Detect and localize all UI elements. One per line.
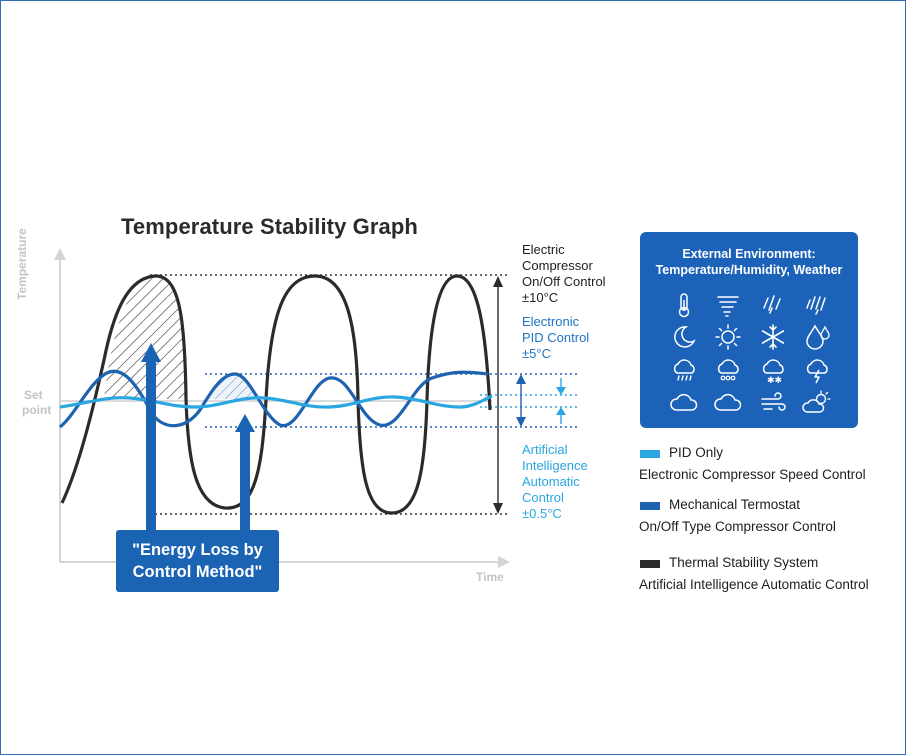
x-axis-title: Time <box>476 570 504 584</box>
curve-ai-control <box>59 394 493 409</box>
humidity-drop-icon <box>806 324 830 350</box>
y-axis-title: Temperature <box>15 228 29 300</box>
legend-name-mechanical: Mechanical Termostat <box>669 497 801 512</box>
set-point-label-line2: point <box>22 403 52 417</box>
energy-loss-arrows <box>141 343 255 532</box>
axes <box>54 248 510 568</box>
ai-control-annotation: Artificial Intelligence Automatic Contro… <box>522 442 588 521</box>
range-arrows <box>493 276 566 514</box>
legend-desc-pid: Electronic Compressor Speed Control <box>639 467 866 482</box>
reference-lines <box>150 274 580 515</box>
thermometer-icon <box>678 293 690 318</box>
cloudy-icon <box>714 393 742 411</box>
svg-text:✱✱: ✱✱ <box>767 376 782 386</box>
curve-on-off-control <box>60 274 492 515</box>
electric-control-annotation: Electric Compressor On/Off Control ±10°C <box>522 242 606 305</box>
rain-streaks-icon <box>763 295 781 314</box>
set-point-label-line1: Set <box>24 388 43 402</box>
snowflake-icon <box>761 324 785 350</box>
legend-desc-mechanical: On/Off Type Compressor Control <box>639 519 836 534</box>
rain-cloud-icon <box>673 359 695 381</box>
cloud-icon <box>670 393 698 411</box>
wind-icon <box>761 392 786 411</box>
thunder-cloud-icon <box>806 359 828 384</box>
legend-swatch-thermal <box>640 560 660 568</box>
energy-loss-area-large <box>104 275 186 399</box>
energy-loss-callout: "Energy Loss by Control Method" <box>116 530 279 592</box>
environment-title: External Environment: Temperature/Humidi… <box>655 247 843 277</box>
partly-sunny-icon <box>802 390 831 413</box>
electronic-control-annotation: Electronic PID Control ±5°C <box>522 314 590 361</box>
legend-swatch-mechanical <box>640 502 660 510</box>
curve-pid-control <box>58 369 489 429</box>
external-environment-panel: External Environment: Temperature/Humidi… <box>640 232 858 428</box>
drizzle-cloud-icon <box>717 359 739 381</box>
tornado-icon <box>717 296 739 317</box>
snow-cloud-icon: ✱✱ <box>762 359 784 386</box>
graph-title: Temperature Stability Graph <box>121 214 418 239</box>
legend-swatch-pid <box>640 450 660 458</box>
legend-name-pid: PID Only <box>669 445 724 460</box>
sun-icon <box>715 324 741 350</box>
heavy-rain-icon <box>806 296 826 315</box>
moon-icon <box>674 326 696 348</box>
legend-name-thermal: Thermal Stability System <box>669 555 819 570</box>
legend-desc-thermal: Artificial Intelligence Automatic Contro… <box>639 577 869 592</box>
